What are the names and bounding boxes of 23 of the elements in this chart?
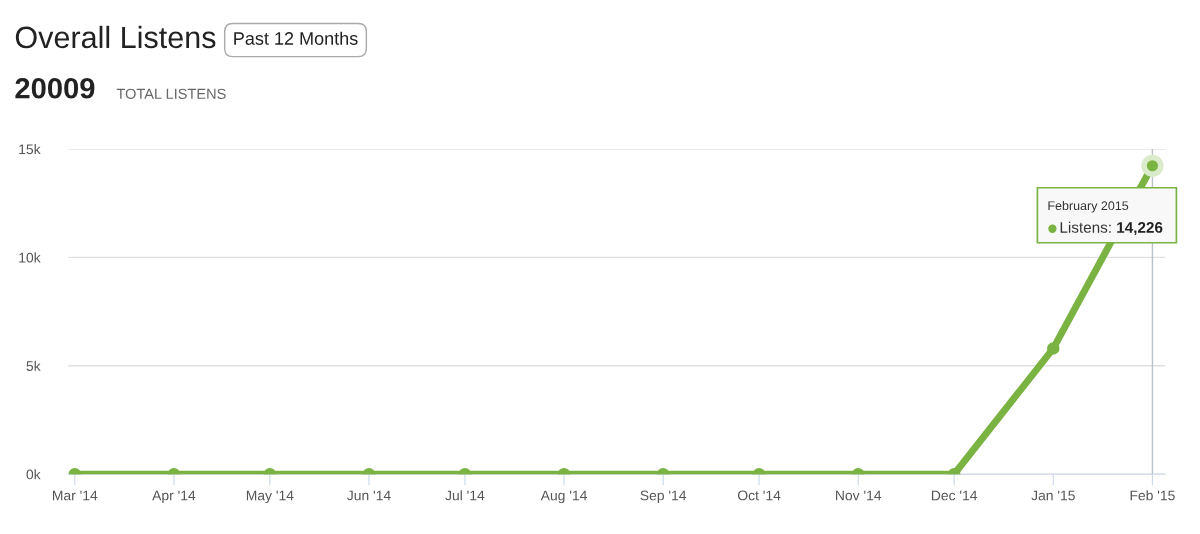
x-tick-label: Oct '14	[737, 490, 781, 501]
x-tick-label: Aug '14	[540, 490, 587, 504]
annotation: Listens:	[1060, 221, 1111, 233]
x-tick-label: Nov '14	[836, 490, 882, 501]
x-tick-label: Jul '14	[445, 490, 485, 501]
x-tick-label: Sep '14	[640, 490, 687, 504]
y-tick-label: 10k	[19, 252, 41, 263]
x-tick-label: Jun '14	[347, 490, 391, 501]
text: 20009	[15, 77, 95, 99]
chart-title: Overall Listens	[15, 25, 216, 49]
x-tick-label: Dec '14	[931, 490, 978, 501]
annotation: February 2015	[1048, 200, 1129, 213]
x-tick-label: May '14	[246, 490, 294, 504]
data-label: 14,226	[1117, 222, 1163, 236]
y-tick-label: 15k	[19, 143, 41, 155]
text: Past 12 Months	[234, 31, 358, 45]
x-tick-label: Feb '15	[1130, 490, 1175, 501]
y-tick-label: 5k	[26, 360, 41, 371]
y-tick-label: 0k	[26, 469, 41, 480]
x-tick-label: Apr '14	[152, 490, 196, 504]
x-tick-label: Mar '14	[53, 490, 98, 501]
text: TOTAL LISTENS	[116, 88, 226, 99]
x-tick-label: Jan '15	[1031, 490, 1075, 501]
